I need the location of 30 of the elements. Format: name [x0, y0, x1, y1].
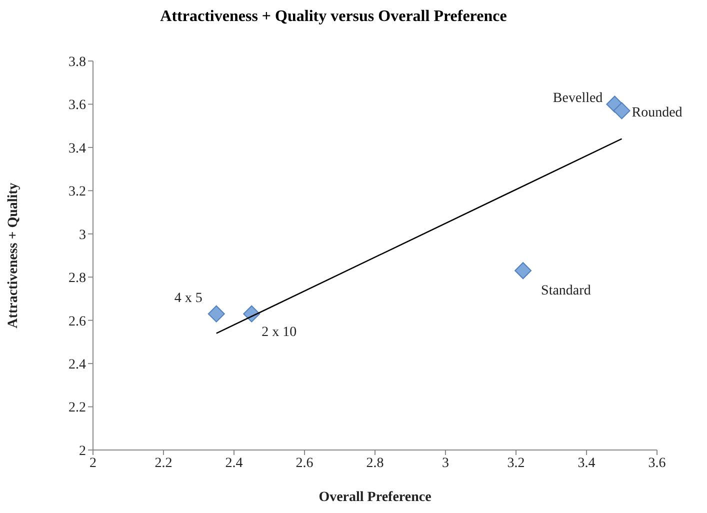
- annotation: 2 x 10: [262, 324, 297, 340]
- y-tick-label: 3.6: [68, 98, 86, 114]
- annotation: Rounded: [632, 106, 682, 121]
- x-tick-label: 2.6: [296, 456, 314, 471]
- x-tick-label: 2.4: [225, 456, 243, 471]
- chart-title: Attractiveness + Quality versus Overall Preference: [159, 8, 508, 26]
- x-tick-label: 2.2: [154, 456, 172, 471]
- y-axis-title: Attractiveness + Quality: [6, 182, 21, 328]
- annotation: Bevelled: [552, 91, 603, 106]
- y-tick-label: 2.4: [68, 358, 86, 373]
- x-tick-label: 3.4: [578, 456, 596, 471]
- x-tick-label: 3.6: [648, 456, 666, 471]
- point: [613, 102, 630, 120]
- point: [514, 262, 532, 280]
- x-tick-label: 2.8: [366, 456, 384, 471]
- x-tick-label: 2: [90, 456, 96, 471]
- y-tick-label: 3: [79, 228, 86, 243]
- x-axis-title: Overall Preference: [318, 490, 432, 505]
- x-tick-label: 3: [442, 456, 449, 471]
- point: [208, 305, 225, 322]
- y-tick-label: 3.2: [68, 184, 86, 200]
- annotation: Standard: [541, 284, 591, 299]
- y-tick-label: 3.8: [68, 54, 86, 70]
- y-tick-label: 2.8: [68, 271, 86, 286]
- x-tick-label: 3.2: [507, 456, 525, 471]
- annotation: 4 x 5: [174, 290, 202, 306]
- y-tick-label: 2.2: [68, 400, 86, 416]
- y-tick-label: 2.6: [68, 314, 86, 330]
- y-tick-label: 2: [79, 444, 86, 459]
- y-tick-label: 3.4: [68, 141, 86, 156]
